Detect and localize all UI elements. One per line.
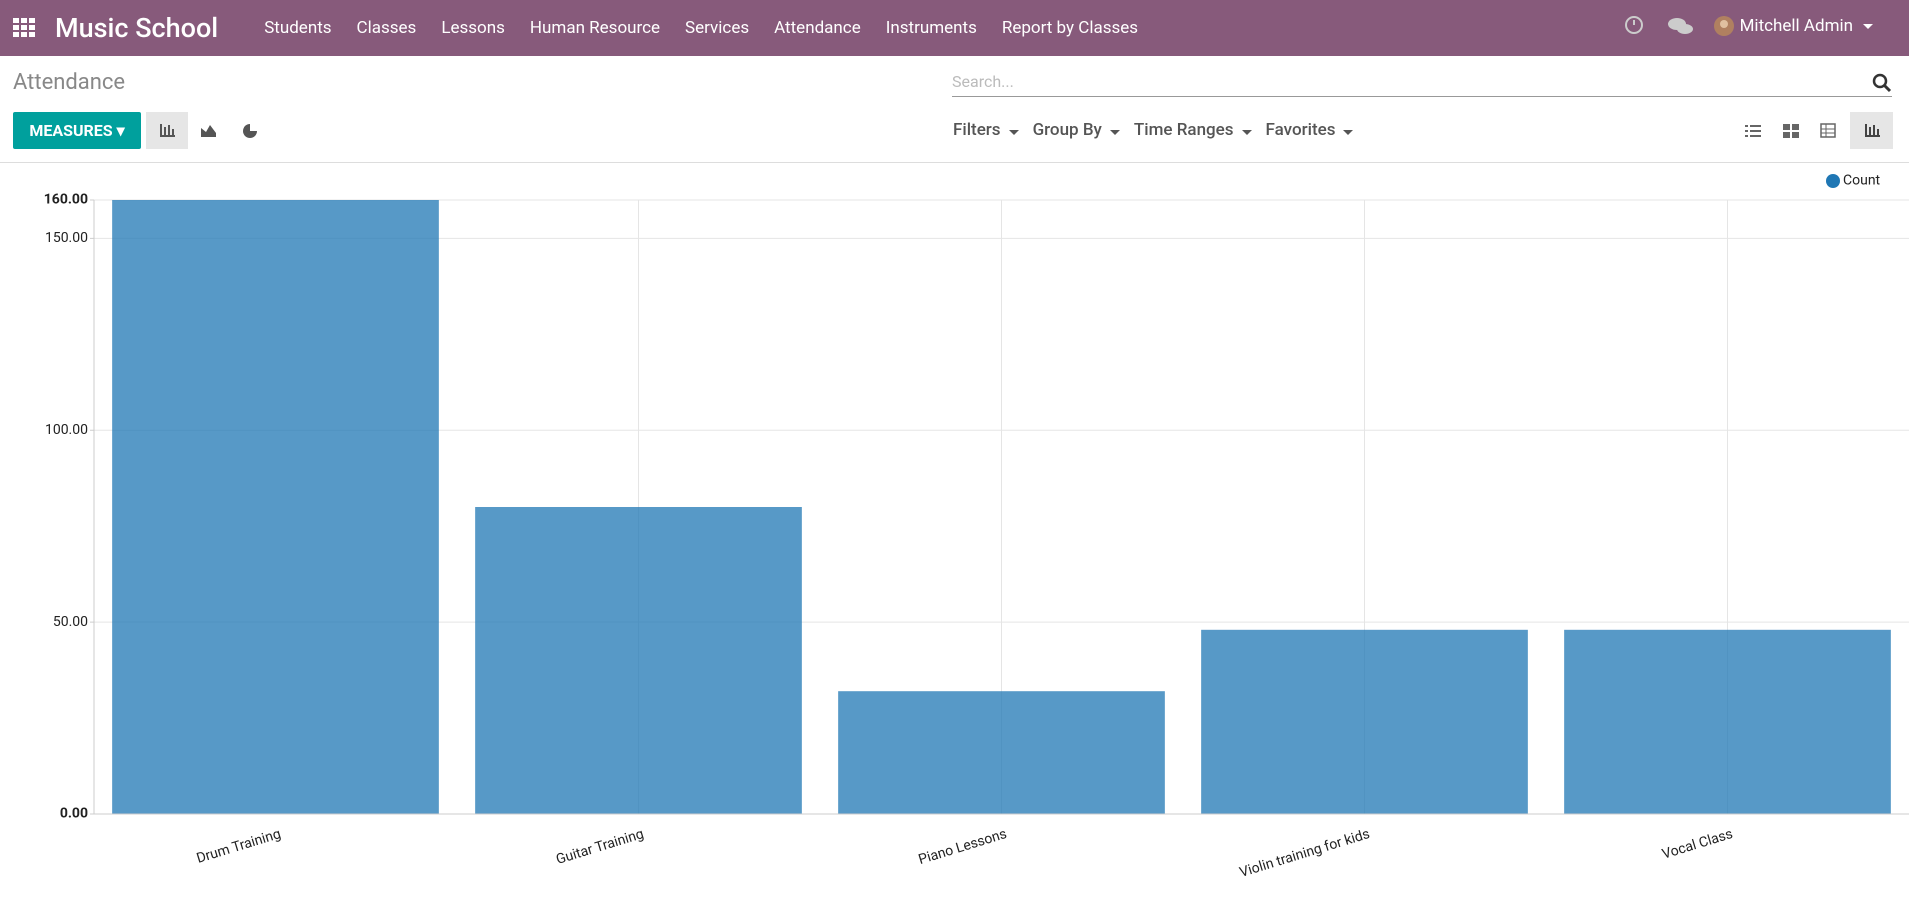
filter-dropdown[interactable]: Group By [1033,120,1120,140]
bar [838,691,1165,814]
filter-dropdown[interactable]: Filters [953,120,1019,140]
y-tick-label: 150.00 [45,230,88,246]
bar [1564,629,1891,814]
avatar [1713,16,1734,36]
x-tick-label: Drum Training [195,826,283,867]
divider [0,162,1909,163]
y-tick-label: 50.00 [53,614,88,630]
filter-dropdown[interactable]: Favorites [1266,120,1354,140]
search-options: Filters Group By Time Ranges Favorites [953,120,1353,140]
measures-label: MEASURES [29,121,113,140]
y-tick-label: 160.00 [44,192,88,208]
brand[interactable]: Music School [55,12,219,44]
legend-label: Count [1843,173,1881,189]
menu-item[interactable]: Services [685,18,750,38]
menu-item[interactable]: Classes [356,18,417,38]
chart-type-buttons[interactable] [146,112,266,149]
menu-item[interactable]: Instruments [885,18,977,38]
x-tick-label: Vocal Class [1660,826,1734,863]
menu-item[interactable]: Attendance [774,18,861,38]
bar [475,507,802,814]
search-icon[interactable] [1872,73,1892,93]
navbar: Music School Students Classes Lessons Human… [0,0,1909,56]
caret [1863,23,1873,29]
apps-icon[interactable] [13,16,37,40]
menu: Students Classes Lessons Human Resource Serv… [264,18,1138,38]
user-name: Mitchell Admin [1739,16,1853,36]
bar [1201,629,1528,814]
menu-item[interactable]: Students [264,18,332,38]
systray-icons[interactable] [1624,16,1704,40]
measures-button[interactable]: MEASURES ▾ [13,112,141,149]
legend-swatch [1826,174,1840,188]
menu-item[interactable]: Report by Classes [1001,18,1139,38]
x-tick-label: Violin training for kids [1238,826,1372,881]
x-tick-label: Piano Lessons [917,826,1009,868]
chart: 0.00 50.00 100.00 150.00 160.00 Drum Training… [44,173,1909,881]
user-menu[interactable]: Mitchell Admin [1713,16,1873,36]
bar [112,200,439,814]
view-switcher[interactable] [1735,112,1895,149]
menu-item[interactable]: Human Resource [529,18,661,38]
x-tick-label: Guitar Training [554,826,646,868]
breadcrumb: Attendance [13,70,126,95]
menu-item[interactable]: Lessons [441,18,505,38]
y-tick-label: 100.00 [45,422,88,438]
y-tick-label: 0.00 [60,806,88,822]
search-input[interactable]: Search... [952,68,1892,97]
filter-dropdown[interactable]: Time Ranges [1134,120,1252,140]
